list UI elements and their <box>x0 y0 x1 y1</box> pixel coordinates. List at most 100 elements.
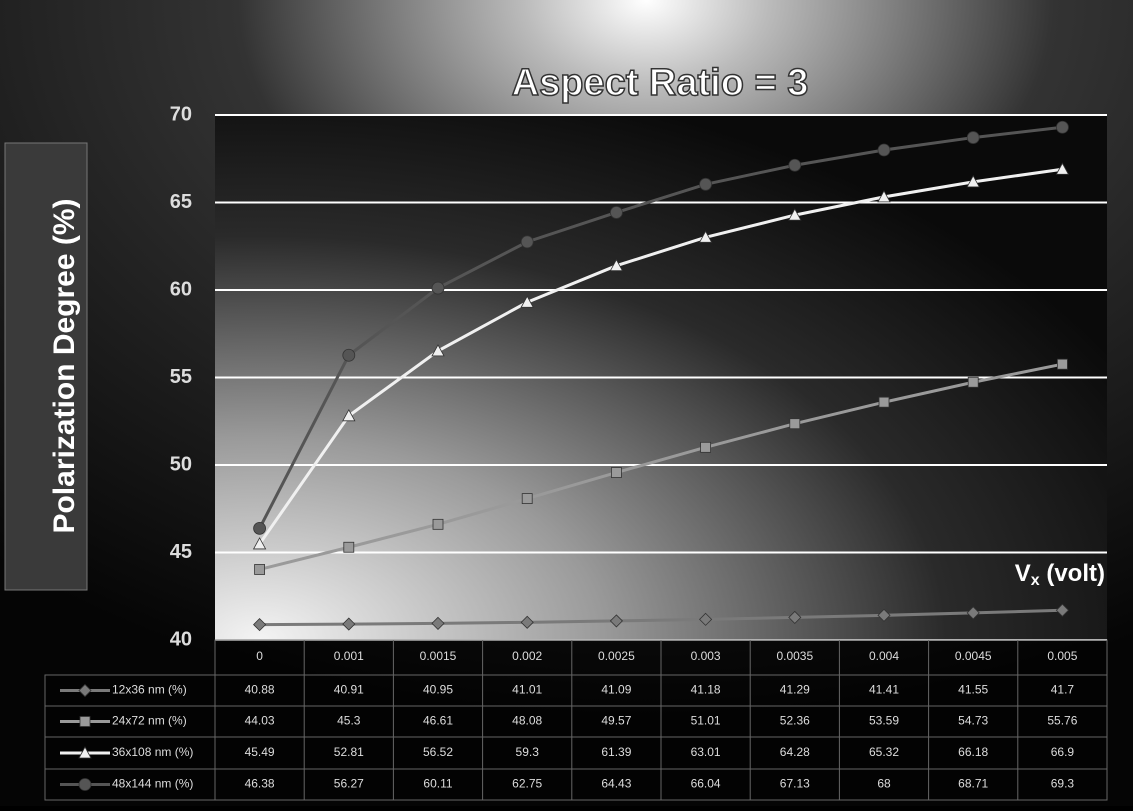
marker <box>254 564 266 575</box>
table-value: 67.13 <box>780 777 810 791</box>
table-value: 66.18 <box>958 745 988 759</box>
table-value: 68.71 <box>958 777 988 791</box>
marker <box>877 190 891 203</box>
table-value: 51.01 <box>691 714 721 728</box>
table-value: 45.49 <box>245 745 275 759</box>
marker <box>253 521 267 535</box>
marker <box>432 518 444 530</box>
legend-marker <box>78 778 92 791</box>
table-value: 64.43 <box>601 777 631 791</box>
marker <box>967 376 979 388</box>
legend-label: 48x144 nm (%) <box>112 777 193 791</box>
table-value: 41.41 <box>869 683 899 697</box>
table-value: 59.3 <box>516 745 540 759</box>
marker <box>342 617 356 631</box>
table-value: 40.88 <box>245 683 275 697</box>
series-line <box>258 167 1063 545</box>
x-axis-label: Vx (volt) <box>1015 560 1105 589</box>
x-label-main: V <box>1015 560 1031 587</box>
x-label-sub: x <box>1031 572 1040 589</box>
legend-label: 36x108 nm (%) <box>112 745 193 759</box>
legend-marker <box>79 716 91 727</box>
table-value: 66.04 <box>691 777 721 791</box>
legend-label: 12x36 nm (%) <box>112 683 187 697</box>
marker <box>966 131 980 144</box>
table-value: 48.08 <box>512 714 542 728</box>
marker <box>1055 162 1070 175</box>
table-value: 45.3 <box>337 714 361 728</box>
table-value: 65.32 <box>869 745 899 759</box>
x-tick-label: 0.0045 <box>955 649 992 663</box>
marker <box>698 230 713 243</box>
table-value: 69.3 <box>1051 777 1075 791</box>
marker <box>1056 120 1069 134</box>
y-tick-label: 70 <box>170 103 192 125</box>
x-tick-label: 0.0025 <box>598 649 635 663</box>
marker <box>1055 603 1069 617</box>
table-value: 41.18 <box>691 683 721 697</box>
x-tick-label: 0.004 <box>869 649 899 663</box>
table-value: 62.75 <box>512 777 542 791</box>
marker <box>699 177 712 191</box>
y-label-box <box>4 142 88 591</box>
marker <box>877 143 891 157</box>
marker <box>966 606 980 620</box>
marker <box>521 493 533 505</box>
y-tick-label: 50 <box>170 453 192 475</box>
marker <box>877 608 891 622</box>
marker <box>788 208 802 221</box>
marker <box>699 612 713 626</box>
table-value: 61.39 <box>601 745 631 759</box>
table-value: 40.91 <box>334 683 364 697</box>
marker <box>611 467 622 478</box>
marker <box>520 295 534 308</box>
y-tick-label: 45 <box>170 541 192 563</box>
table-value: 56.52 <box>423 745 453 759</box>
table-value: 41.7 <box>1051 683 1075 697</box>
marker <box>700 441 711 453</box>
marker <box>520 235 534 249</box>
table-value: 64.28 <box>780 745 810 759</box>
marker <box>342 348 356 362</box>
marker <box>788 158 802 172</box>
chart-title: Aspect Ratio = 3 <box>512 62 809 104</box>
x-tick-label: 0.0015 <box>420 649 457 663</box>
legend-marker <box>78 683 92 698</box>
marker <box>253 618 267 632</box>
marker <box>609 614 623 628</box>
marker <box>609 258 624 272</box>
y-axis-label: Polarization Degree (%) <box>48 198 81 533</box>
table-value: 49.57 <box>601 714 631 728</box>
legend-marker <box>78 746 92 759</box>
y-tick-label: 60 <box>170 278 192 300</box>
table-value: 55.76 <box>1047 714 1077 728</box>
marker <box>431 616 445 630</box>
marker <box>343 541 355 553</box>
marker <box>966 175 980 188</box>
table-value: 53.59 <box>869 714 899 728</box>
x-label-rest: (volt) <box>1040 560 1105 587</box>
table-value: 52.36 <box>780 714 810 728</box>
table-value: 60.11 <box>423 777 452 791</box>
table-value: 46.61 <box>423 714 453 728</box>
table-value: 41.55 <box>958 683 988 697</box>
series-line <box>259 608 1063 627</box>
table-value: 40.95 <box>423 683 453 697</box>
table-value: 66.9 <box>1051 745 1075 759</box>
series-line <box>259 362 1063 571</box>
table-value: 52.81 <box>334 745 364 759</box>
legend-label: 24x72 nm (%) <box>112 714 187 728</box>
series-line <box>258 125 1063 530</box>
table-value: 63.01 <box>691 745 721 759</box>
table-value: 56.27 <box>334 777 364 791</box>
y-tick-label: 65 <box>170 191 192 213</box>
table-value: 41.01 <box>512 683 542 697</box>
marker <box>789 418 801 430</box>
marker <box>252 537 267 550</box>
x-tick-label: 0.003 <box>691 649 721 663</box>
table-value: 46.38 <box>245 777 275 791</box>
table-value: 68 <box>877 777 891 791</box>
table-value: 41.09 <box>601 683 631 697</box>
